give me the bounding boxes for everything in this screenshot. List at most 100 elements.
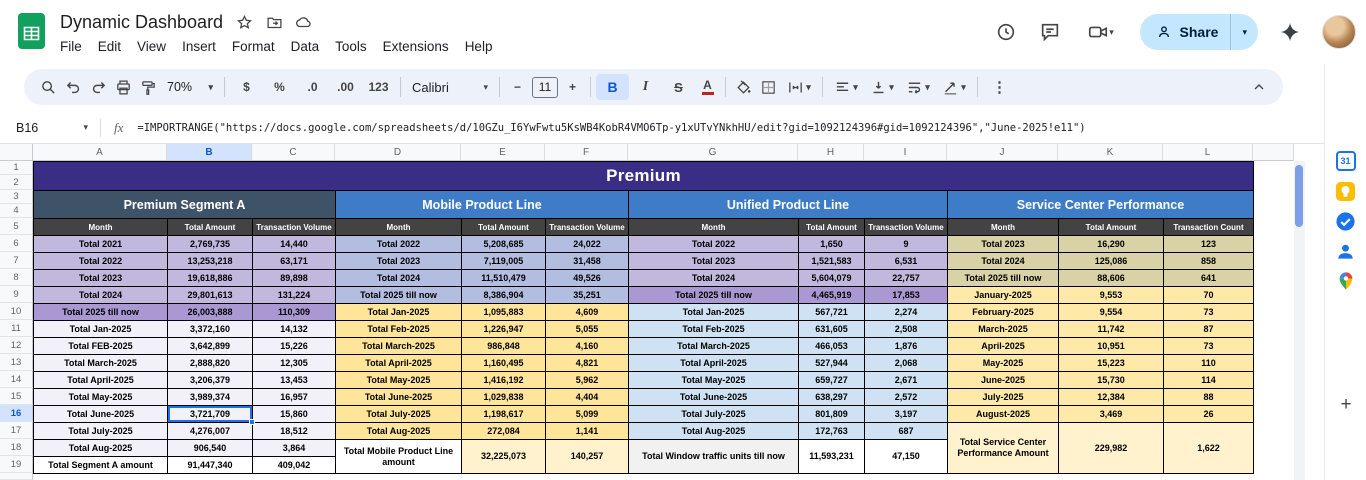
row-header-19[interactable]: 19 xyxy=(0,456,33,473)
menu-tools[interactable]: Tools xyxy=(327,37,375,56)
cell-I17[interactable]: 687 xyxy=(865,423,948,440)
column-header-J[interactable]: J xyxy=(947,144,1058,161)
cell-H9[interactable]: 4,465,919 xyxy=(799,287,865,304)
cell-J17[interactable]: Total Service Center Performance Amount xyxy=(948,423,1059,474)
cell-E9[interactable]: 8,386,904 xyxy=(462,287,546,304)
cell-D8[interactable]: Total 2024 xyxy=(336,270,462,287)
column-label-D[interactable]: Month xyxy=(336,219,462,236)
cell-K12[interactable]: 10,951 xyxy=(1059,338,1164,355)
cell-I16[interactable]: 3,197 xyxy=(865,406,948,423)
cell-H11[interactable]: 631,605 xyxy=(799,321,865,338)
cell-C18[interactable]: 3,864 xyxy=(253,440,336,457)
cell-A10[interactable]: Total 2025 till now xyxy=(34,304,168,321)
gemini-sparkle-icon[interactable] xyxy=(1277,19,1303,45)
column-header-I[interactable]: I xyxy=(864,144,947,161)
cell-G18[interactable]: Total Window traffic units till now xyxy=(629,440,799,474)
cell-F16[interactable]: 5,099 xyxy=(546,406,629,423)
cell-C11[interactable]: 14,132 xyxy=(253,321,336,338)
cell-G8[interactable]: Total 2024 xyxy=(629,270,799,287)
name-box[interactable]: B16 ▾ xyxy=(0,121,88,135)
cell-K15[interactable]: 12,384 xyxy=(1059,389,1164,406)
search-icon[interactable] xyxy=(36,74,61,100)
cell-E8[interactable]: 11,510,479 xyxy=(462,270,546,287)
cell-K14[interactable]: 15,730 xyxy=(1059,372,1164,389)
cell-K10[interactable]: 9,554 xyxy=(1059,304,1164,321)
italic-button[interactable]: I xyxy=(629,74,662,100)
text-rotate-button[interactable]: ▾ xyxy=(936,74,972,100)
column-label-F[interactable]: Transaction Volume xyxy=(546,219,629,236)
cell-D16[interactable]: Total July-2025 xyxy=(336,406,462,423)
section-title-unified-product-line[interactable]: Unified Product Line xyxy=(629,191,948,219)
cell-G6[interactable]: Total 2022 xyxy=(629,236,799,253)
percent-format-button[interactable]: % xyxy=(263,74,296,100)
scrollbar-thumb[interactable] xyxy=(1295,165,1303,227)
cell-L13[interactable]: 110 xyxy=(1164,355,1254,372)
cell-D15[interactable]: Total June-2025 xyxy=(336,389,462,406)
meet-video-icon[interactable]: ▾ xyxy=(1081,19,1121,45)
increase-decimal-button[interactable]: .00 xyxy=(329,74,362,100)
cell-A8[interactable]: Total 2023 xyxy=(34,270,168,287)
cell-H8[interactable]: 5,604,079 xyxy=(799,270,865,287)
cell-H16[interactable]: 801,809 xyxy=(799,406,865,423)
font-select[interactable]: Calibri ▾ xyxy=(406,74,494,100)
vertical-scrollbar[interactable] xyxy=(1294,161,1305,480)
cell-G11[interactable]: Total Feb-2025 xyxy=(629,321,799,338)
cell-G9[interactable]: Total 2025 till now xyxy=(629,287,799,304)
column-header-G[interactable]: G xyxy=(628,144,798,161)
cell-D17[interactable]: Total Aug-2025 xyxy=(336,423,462,440)
cell-I18[interactable]: 47,150 xyxy=(865,440,948,474)
column-label-I[interactable]: Transaction Volume xyxy=(865,219,948,236)
cell-B19[interactable]: 91,447,340 xyxy=(168,457,253,474)
cell-E11[interactable]: 1,226,947 xyxy=(462,321,546,338)
column-label-H[interactable]: Total Amount xyxy=(799,219,865,236)
decrease-font-size-button[interactable]: − xyxy=(505,74,530,100)
cell-B15[interactable]: 3,989,374 xyxy=(168,389,253,406)
column-header-E[interactable]: E xyxy=(461,144,545,161)
cell-A6[interactable]: Total 2021 xyxy=(34,236,168,253)
cell-F15[interactable]: 4,404 xyxy=(546,389,629,406)
cell-E16[interactable]: 1,198,617 xyxy=(462,406,546,423)
cell-K6[interactable]: 16,290 xyxy=(1059,236,1164,253)
column-header-C[interactable]: C xyxy=(252,144,335,161)
cell-C12[interactable]: 15,226 xyxy=(253,338,336,355)
cell-G16[interactable]: Total July-2025 xyxy=(629,406,799,423)
column-label-B[interactable]: Total Amount xyxy=(168,219,253,236)
cell-A16[interactable]: Total June-2025 xyxy=(34,406,168,423)
menu-insert[interactable]: Insert xyxy=(174,37,224,56)
cell-K9[interactable]: 9,553 xyxy=(1059,287,1164,304)
horizontal-align-button[interactable]: ▾ xyxy=(828,74,864,100)
row-header-9[interactable]: 9 xyxy=(0,286,33,303)
cell-L11[interactable]: 87 xyxy=(1164,321,1254,338)
cell-C17[interactable]: 18,512 xyxy=(253,423,336,440)
cell-F17[interactable]: 1,141 xyxy=(546,423,629,440)
cell-B8[interactable]: 19,618,886 xyxy=(168,270,253,287)
cell-F11[interactable]: 5,055 xyxy=(546,321,629,338)
share-dropdown-button[interactable]: ▾ xyxy=(1230,14,1258,50)
cell-J13[interactable]: May-2025 xyxy=(948,355,1059,372)
row-header-14[interactable]: 14 xyxy=(0,371,33,388)
cell-K16[interactable]: 3,469 xyxy=(1059,406,1164,423)
column-label-A[interactable]: Month xyxy=(34,219,168,236)
cell-H15[interactable]: 638,297 xyxy=(799,389,865,406)
cell-K13[interactable]: 15,223 xyxy=(1059,355,1164,372)
cell-H13[interactable]: 527,944 xyxy=(799,355,865,372)
cell-I9[interactable]: 17,853 xyxy=(865,287,948,304)
cell-A7[interactable]: Total 2022 xyxy=(34,253,168,270)
cell-J12[interactable]: April-2025 xyxy=(948,338,1059,355)
row-header-12[interactable]: 12 xyxy=(0,337,33,354)
sheets-logo-icon[interactable] xyxy=(18,12,45,50)
cell-H18[interactable]: 11,593,231 xyxy=(799,440,865,474)
row-header-6[interactable]: 6 xyxy=(0,235,33,252)
row-header-18[interactable]: 18 xyxy=(0,439,33,456)
cell-L14[interactable]: 114 xyxy=(1164,372,1254,389)
row-header-15[interactable]: 15 xyxy=(0,388,33,405)
row-header-3[interactable]: 3 xyxy=(0,190,33,204)
cell-G17[interactable]: Total Aug-2025 xyxy=(629,423,799,440)
cell-B12[interactable]: 3,642,899 xyxy=(168,338,253,355)
cell-L16[interactable]: 26 xyxy=(1164,406,1254,423)
cell-J7[interactable]: Total 2024 xyxy=(948,253,1059,270)
cell-F13[interactable]: 4,821 xyxy=(546,355,629,372)
cell-F12[interactable]: 4,160 xyxy=(546,338,629,355)
section-title-service-center-performance[interactable]: Service Center Performance xyxy=(948,191,1254,219)
undo-button[interactable] xyxy=(61,74,86,100)
